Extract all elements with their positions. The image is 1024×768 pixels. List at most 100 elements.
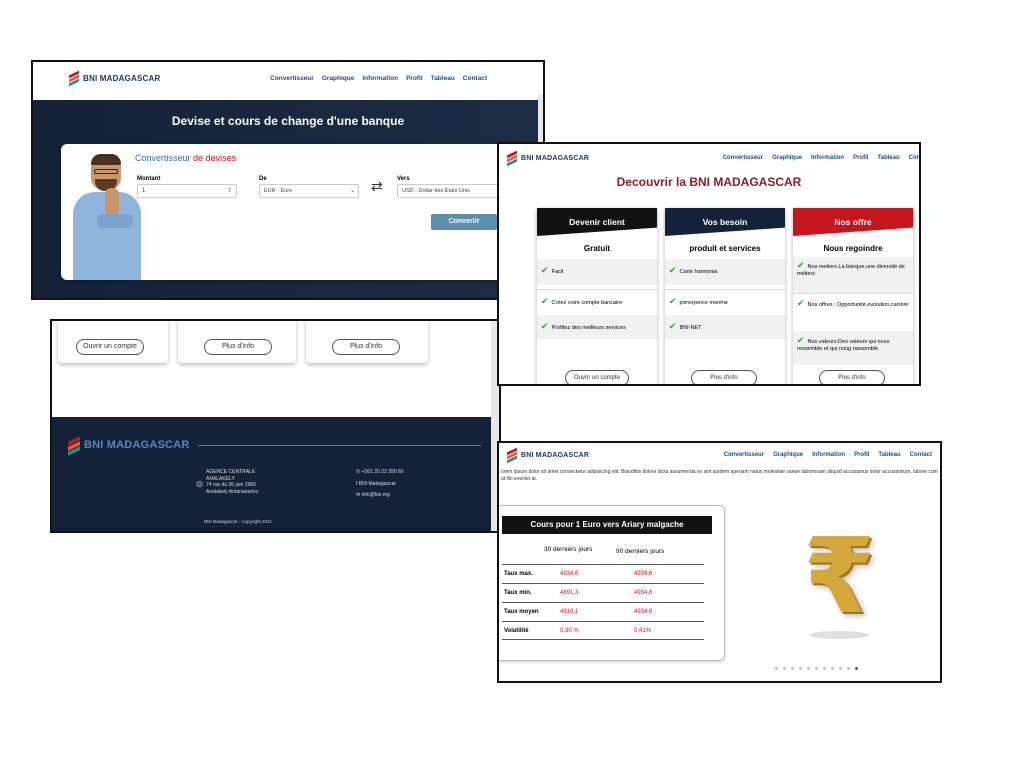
person-illustration: [69, 154, 149, 280]
discover-title: Decouvrir la BNI MADAGASCAR: [616, 175, 802, 189]
exchange-icon: ⇄: [371, 178, 383, 194]
nav-information[interactable]: Information: [812, 452, 846, 458]
nav-contact[interactable]: Contact: [462, 74, 487, 82]
nav-profil[interactable]: Profil: [406, 74, 423, 82]
nav-convertisseur[interactable]: Convertisseur: [723, 452, 765, 458]
more-info-button[interactable]: Plus d'info: [204, 339, 272, 355]
top-nav: BNI MADAGASCAR Convertisseur Graphique I…: [499, 144, 919, 172]
check-icon: ✔: [797, 260, 805, 270]
brand-logo[interactable]: BNI MADAGASCAR: [507, 150, 590, 167]
phone-icon: ✆: [356, 469, 361, 475]
facebook-icon: f: [356, 481, 358, 487]
card-header: Vos besoin: [665, 208, 785, 236]
brand-name: BNI MADAGASCAR: [521, 154, 590, 162]
carousel-dot[interactable]: [839, 667, 842, 670]
to-label: Vers: [397, 176, 410, 182]
brand-name: BNI MADAGASCAR: [83, 73, 161, 83]
intro-paragraph: orem ipsum dolor sit amet consectetur ad…: [501, 469, 938, 482]
open-account-button[interactable]: Ouvrir un compte: [76, 339, 144, 355]
list-item: ✔ Nos valeurs:Des valeurs qui nous ressem…: [793, 331, 913, 365]
carousel-dot[interactable]: [831, 667, 834, 670]
nav-information[interactable]: Information: [811, 155, 845, 161]
nav-convertisseur[interactable]: Convertisseur: [270, 74, 314, 82]
brand-logo[interactable]: BNI MADAGASCAR: [69, 70, 161, 87]
check-icon: ✔: [797, 298, 805, 308]
carousel-dot[interactable]: [799, 667, 802, 670]
discover-screenshot: BNI MADAGASCAR Convertisseur Graphique I…: [497, 142, 921, 386]
nav-convertisseur[interactable]: Convertisseur: [722, 155, 764, 161]
rates-table: Taux max. 4934,6 4934,6 Taux min. 4891,3…: [502, 564, 704, 640]
nav-menu: Convertisseur Graphique Information Prof…: [270, 75, 487, 82]
nav-graphique[interactable]: Graphique: [772, 155, 803, 161]
brand-name: BNI MADAGASCAR: [84, 439, 190, 451]
carousel-dot[interactable]: [807, 667, 810, 670]
check-icon: ✔: [669, 321, 677, 331]
nav-menu: Convertisseur Graphique Information Prof…: [724, 452, 932, 458]
carousel-dots: [775, 667, 858, 670]
more-info-button[interactable]: Plus d'info: [819, 370, 885, 384]
carousel-dot[interactable]: [783, 667, 786, 670]
table-row: Taux max. 4934,6 4934,6: [502, 564, 704, 583]
col-30-days: 30 derniers jours: [544, 546, 593, 553]
rates-table-title: Cours pour 1 Euro vers Ariary malgache: [502, 516, 712, 534]
card-header: Nos offre: [793, 208, 913, 236]
copyright: BNI Madagascar - Copyright 2021: [204, 519, 273, 524]
carousel-dot[interactable]: [815, 667, 818, 670]
brand-logo[interactable]: BNI MADAGASCAR: [507, 447, 589, 464]
list-item: ✔ Nos metiers.La banque,une diversité de …: [793, 257, 913, 293]
rates-screenshot: BNI MADAGASCAR Convertisseur Graphique I…: [497, 441, 942, 683]
check-icon: ✔: [669, 265, 677, 275]
card-subtitle: produit et services: [689, 244, 761, 253]
location-icon: ◎: [196, 479, 203, 488]
table-row: Volatilité 0,30 % 0,41%: [502, 621, 704, 640]
check-icon: ✔: [541, 296, 549, 306]
nav-graphique[interactable]: Graphique: [773, 452, 804, 458]
converter-title: Convertisseur de devises: [135, 153, 237, 163]
nav-contact[interactable]: Contact: [908, 155, 921, 161]
scrollbar[interactable]: [491, 321, 499, 531]
list-item: ✔ prevoyence menme: [665, 289, 785, 315]
nav-tableau[interactable]: Tableau: [430, 74, 455, 82]
stepper-icon[interactable]: ⇕: [226, 188, 232, 194]
more-info-button[interactable]: Plus d'info: [691, 370, 757, 384]
list-item: ✔ Facil: [537, 259, 657, 285]
email-row[interactable]: ✉ info@bni.mg: [356, 492, 390, 498]
amount-input[interactable]: 1 ⇕: [137, 184, 237, 198]
open-account-button[interactable]: Ouvrir un compte: [565, 370, 629, 384]
list-item: ✔ Carte harmonia: [665, 259, 785, 285]
nav-graphique[interactable]: Graphique: [321, 74, 355, 82]
logo-mark-icon: [507, 447, 517, 464]
nav-profil[interactable]: Profil: [854, 452, 870, 458]
nav-tableau[interactable]: Tableau: [878, 452, 901, 458]
carousel-dot[interactable]: [775, 667, 778, 670]
hero-title: Devise et cours de change d'une banque: [171, 114, 405, 128]
from-select[interactable]: EUR - Euro ⌄: [259, 184, 359, 198]
more-info-button[interactable]: Plus d'info: [332, 339, 400, 355]
nav-contact[interactable]: Contact: [909, 452, 932, 458]
rates-card: Cours pour 1 Euro vers Ariary malgache 3…: [499, 505, 725, 661]
carousel-dot[interactable]: [847, 667, 850, 670]
cards-bottom: Ouvrir un compte Plus d'info Plus d'info: [52, 321, 499, 417]
facebook-row[interactable]: f BNI Madagascar: [356, 481, 397, 487]
card-header: Devenir client: [537, 208, 657, 236]
nav-profil[interactable]: Profil: [853, 155, 869, 161]
carousel-dot[interactable]: [855, 667, 858, 670]
list-item: ✔ BNI-NET: [665, 315, 785, 339]
carousel-dot[interactable]: [791, 667, 794, 670]
from-label: De: [259, 176, 267, 182]
convert-button[interactable]: Convertir: [431, 214, 497, 230]
nav-information[interactable]: Information: [362, 74, 399, 82]
card-vos-besoin: Vos besoin produit et services ✔ Carte ha…: [665, 208, 785, 384]
nav-tableau[interactable]: Tableau: [877, 155, 900, 161]
converter-card: Convertisseur de devises Montant 1 ⇕ De …: [61, 144, 521, 280]
check-icon: ✔: [541, 265, 549, 275]
table-row: Taux moyen 4919,1 4934,6: [502, 602, 704, 621]
currency-symbol-image: ₹: [799, 515, 879, 643]
card-nos-offre: Nos offre Nous regoindre ✔ Nos metiers.La…: [793, 208, 913, 384]
currency-symbol-icon: ₹: [803, 515, 876, 637]
footer-logo[interactable]: BNI MADAGASCAR: [68, 436, 190, 456]
phone-row[interactable]: ✆ +261 20 22 390 60: [356, 469, 404, 475]
list-item: ✔ Nos offres : Opportunité,evolution,carr…: [793, 293, 913, 331]
carousel-dot[interactable]: [823, 667, 826, 670]
logo-mark-icon: [68, 436, 80, 456]
